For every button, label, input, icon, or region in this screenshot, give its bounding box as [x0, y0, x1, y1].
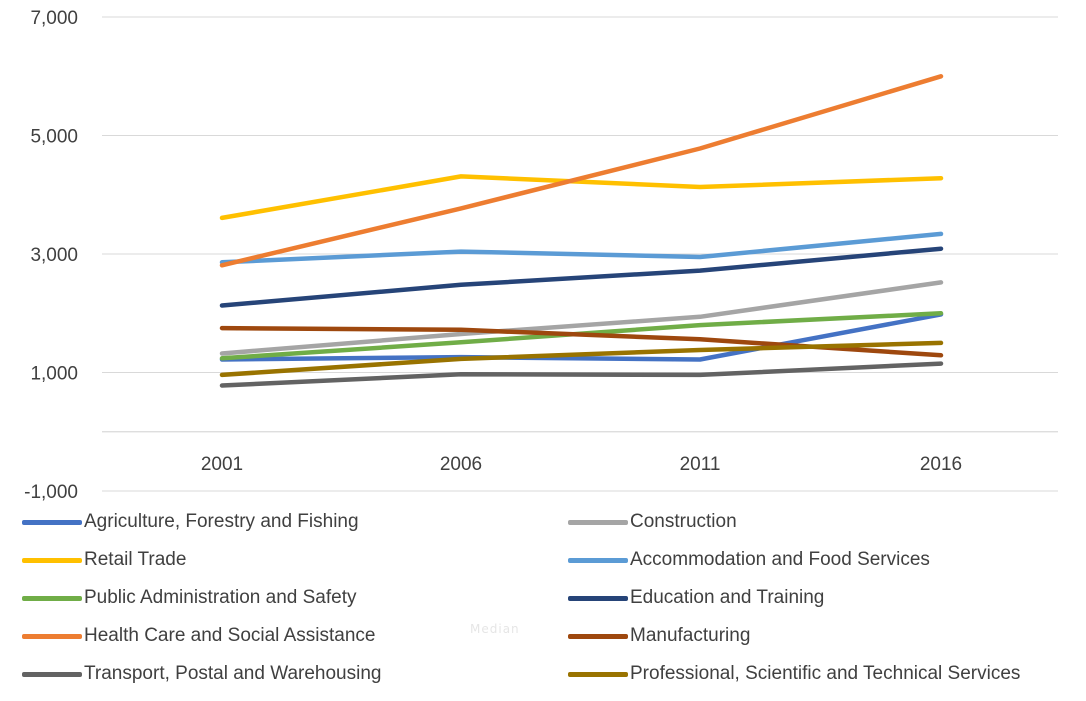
- x-tick-label: 2011: [680, 454, 721, 475]
- series-line-accommodation-and-food-services: [219, 231, 944, 265]
- series-line-professional-scientific-and-technical-services: [219, 340, 944, 378]
- y-tick-label: 7,000: [30, 8, 78, 29]
- x-tick-label: 2006: [440, 454, 482, 475]
- series-line-construction: [219, 280, 944, 356]
- series-lines: [219, 74, 944, 388]
- watermark-text: Median: [470, 622, 520, 636]
- series-line-health-care-and-social-assistance: [219, 74, 944, 268]
- y-axis-tick-labels: 7,000 5,000 3,000 1,000 -1,000: [24, 8, 78, 503]
- series-line-agriculture-forestry-and-fishing: [219, 312, 944, 362]
- x-axis-tick-labels: 2001 2006 2011 2016: [201, 454, 962, 475]
- y-tick-label: 3,000: [30, 245, 78, 266]
- x-tick-label: 2016: [920, 454, 962, 475]
- y-tick-label: 1,000: [30, 364, 78, 385]
- series-line-education-and-training: [219, 246, 944, 308]
- y-tick-label: -1,000: [24, 482, 78, 503]
- series-line-retail-trade: [219, 174, 944, 221]
- series-line-transport-postal-and-warehousing: [219, 361, 944, 388]
- x-tick-label: 2001: [201, 454, 243, 475]
- y-tick-label: 5,000: [30, 127, 78, 148]
